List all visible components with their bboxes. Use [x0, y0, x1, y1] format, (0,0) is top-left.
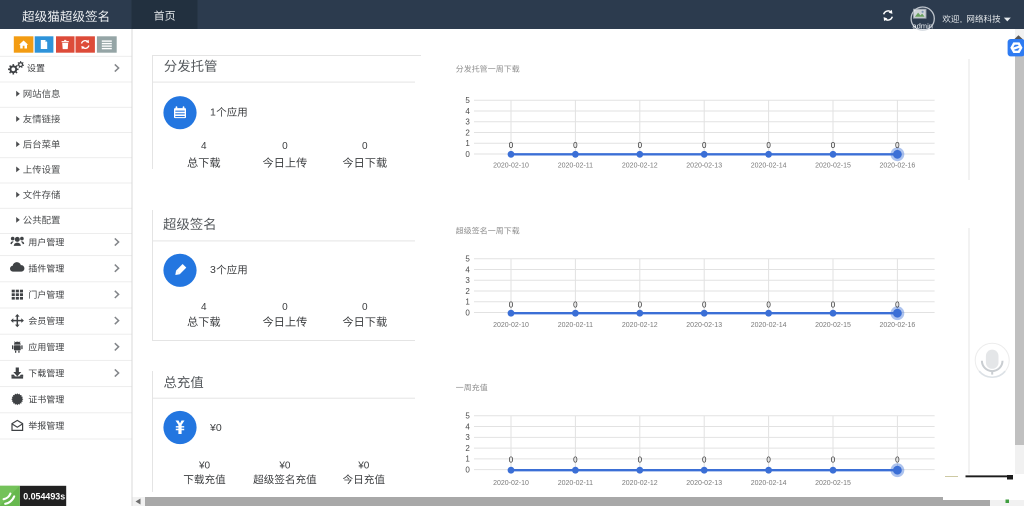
- svg-text:admin: admin: [912, 22, 933, 31]
- svg-text:0.054493s: 0.054493s: [23, 491, 65, 501]
- svg-text:0: 0: [895, 141, 900, 150]
- svg-text:0: 0: [465, 308, 470, 317]
- svg-text:0: 0: [766, 141, 771, 150]
- svg-text:2020-02-12: 2020-02-12: [622, 322, 658, 329]
- svg-text:2020-02-15: 2020-02-15: [815, 480, 851, 487]
- svg-text:2020-02-10: 2020-02-10: [493, 480, 529, 487]
- svg-text:4: 4: [465, 265, 470, 274]
- svg-text:1: 1: [465, 298, 470, 307]
- svg-text:2020-02-12: 2020-02-12: [622, 162, 658, 169]
- svg-text:0: 0: [766, 300, 771, 309]
- svg-text:0: 0: [638, 141, 643, 150]
- svg-text:0: 0: [573, 300, 578, 309]
- svg-text:0: 0: [766, 456, 771, 465]
- svg-text:0: 0: [831, 456, 836, 465]
- svg-text:0: 0: [509, 141, 514, 150]
- svg-text:0: 0: [702, 300, 707, 309]
- svg-text:4: 4: [201, 141, 207, 152]
- svg-text:0: 0: [282, 302, 288, 313]
- svg-text:0: 0: [282, 141, 288, 152]
- svg-text:2020-02-16: 2020-02-16: [879, 322, 915, 329]
- svg-text:2020-02-15: 2020-02-15: [815, 162, 851, 169]
- svg-text:3: 3: [465, 433, 470, 442]
- svg-text:2020-02-13: 2020-02-13: [686, 322, 722, 329]
- svg-text:2020-02-13: 2020-02-13: [686, 162, 722, 169]
- svg-text:4: 4: [201, 302, 207, 313]
- svg-text:3: 3: [210, 264, 216, 276]
- svg-text:¥0: ¥0: [209, 422, 222, 434]
- svg-text:2020-02-10: 2020-02-10: [493, 322, 529, 329]
- svg-text:3: 3: [465, 118, 470, 127]
- svg-text:0: 0: [509, 300, 514, 309]
- svg-text:2020-02-16: 2020-02-16: [879, 162, 915, 169]
- svg-text:5: 5: [465, 412, 470, 421]
- svg-text:4: 4: [465, 107, 470, 116]
- svg-text:2: 2: [465, 287, 470, 296]
- svg-text:¥0: ¥0: [278, 460, 291, 471]
- svg-text:0: 0: [362, 141, 368, 152]
- svg-text:0: 0: [465, 466, 470, 475]
- svg-text:4: 4: [465, 422, 470, 431]
- svg-text:2020-02-14: 2020-02-14: [751, 162, 787, 169]
- svg-text:2020-02-14: 2020-02-14: [751, 322, 787, 329]
- svg-text:3: 3: [465, 276, 470, 285]
- svg-text:0: 0: [702, 456, 707, 465]
- svg-text:0: 0: [573, 141, 578, 150]
- svg-text:1: 1: [465, 139, 470, 148]
- svg-text:0: 0: [895, 300, 900, 309]
- svg-text:5: 5: [465, 96, 470, 105]
- svg-text:2020-02-15: 2020-02-15: [815, 322, 851, 329]
- svg-text:1: 1: [465, 455, 470, 464]
- svg-text:0: 0: [509, 456, 514, 465]
- svg-text:2020-02-14: 2020-02-14: [751, 480, 787, 487]
- svg-text:0: 0: [573, 456, 578, 465]
- svg-text:0: 0: [638, 300, 643, 309]
- svg-text:2: 2: [465, 444, 470, 453]
- svg-text:0: 0: [831, 300, 836, 309]
- svg-text:0: 0: [362, 302, 368, 313]
- svg-text:0: 0: [465, 150, 470, 159]
- svg-text:0: 0: [895, 456, 900, 465]
- svg-text:2020-02-11: 2020-02-11: [558, 480, 593, 487]
- svg-text:2020-02-12: 2020-02-12: [622, 480, 658, 487]
- svg-text:0: 0: [638, 456, 643, 465]
- svg-text:¥0: ¥0: [198, 460, 211, 471]
- svg-text:¥0: ¥0: [357, 460, 370, 471]
- svg-text:1: 1: [210, 107, 216, 119]
- svg-text:2020-02-13: 2020-02-13: [686, 480, 722, 487]
- svg-text:2020-02-10: 2020-02-10: [493, 162, 529, 169]
- svg-text:2020-02-11: 2020-02-11: [558, 162, 593, 169]
- svg-text:0: 0: [702, 141, 707, 150]
- svg-text:5: 5: [465, 255, 470, 264]
- svg-text:,: ,: [960, 14, 962, 24]
- svg-text:2020-02-11: 2020-02-11: [558, 322, 593, 329]
- svg-text:0: 0: [831, 141, 836, 150]
- svg-text:2: 2: [465, 128, 470, 137]
